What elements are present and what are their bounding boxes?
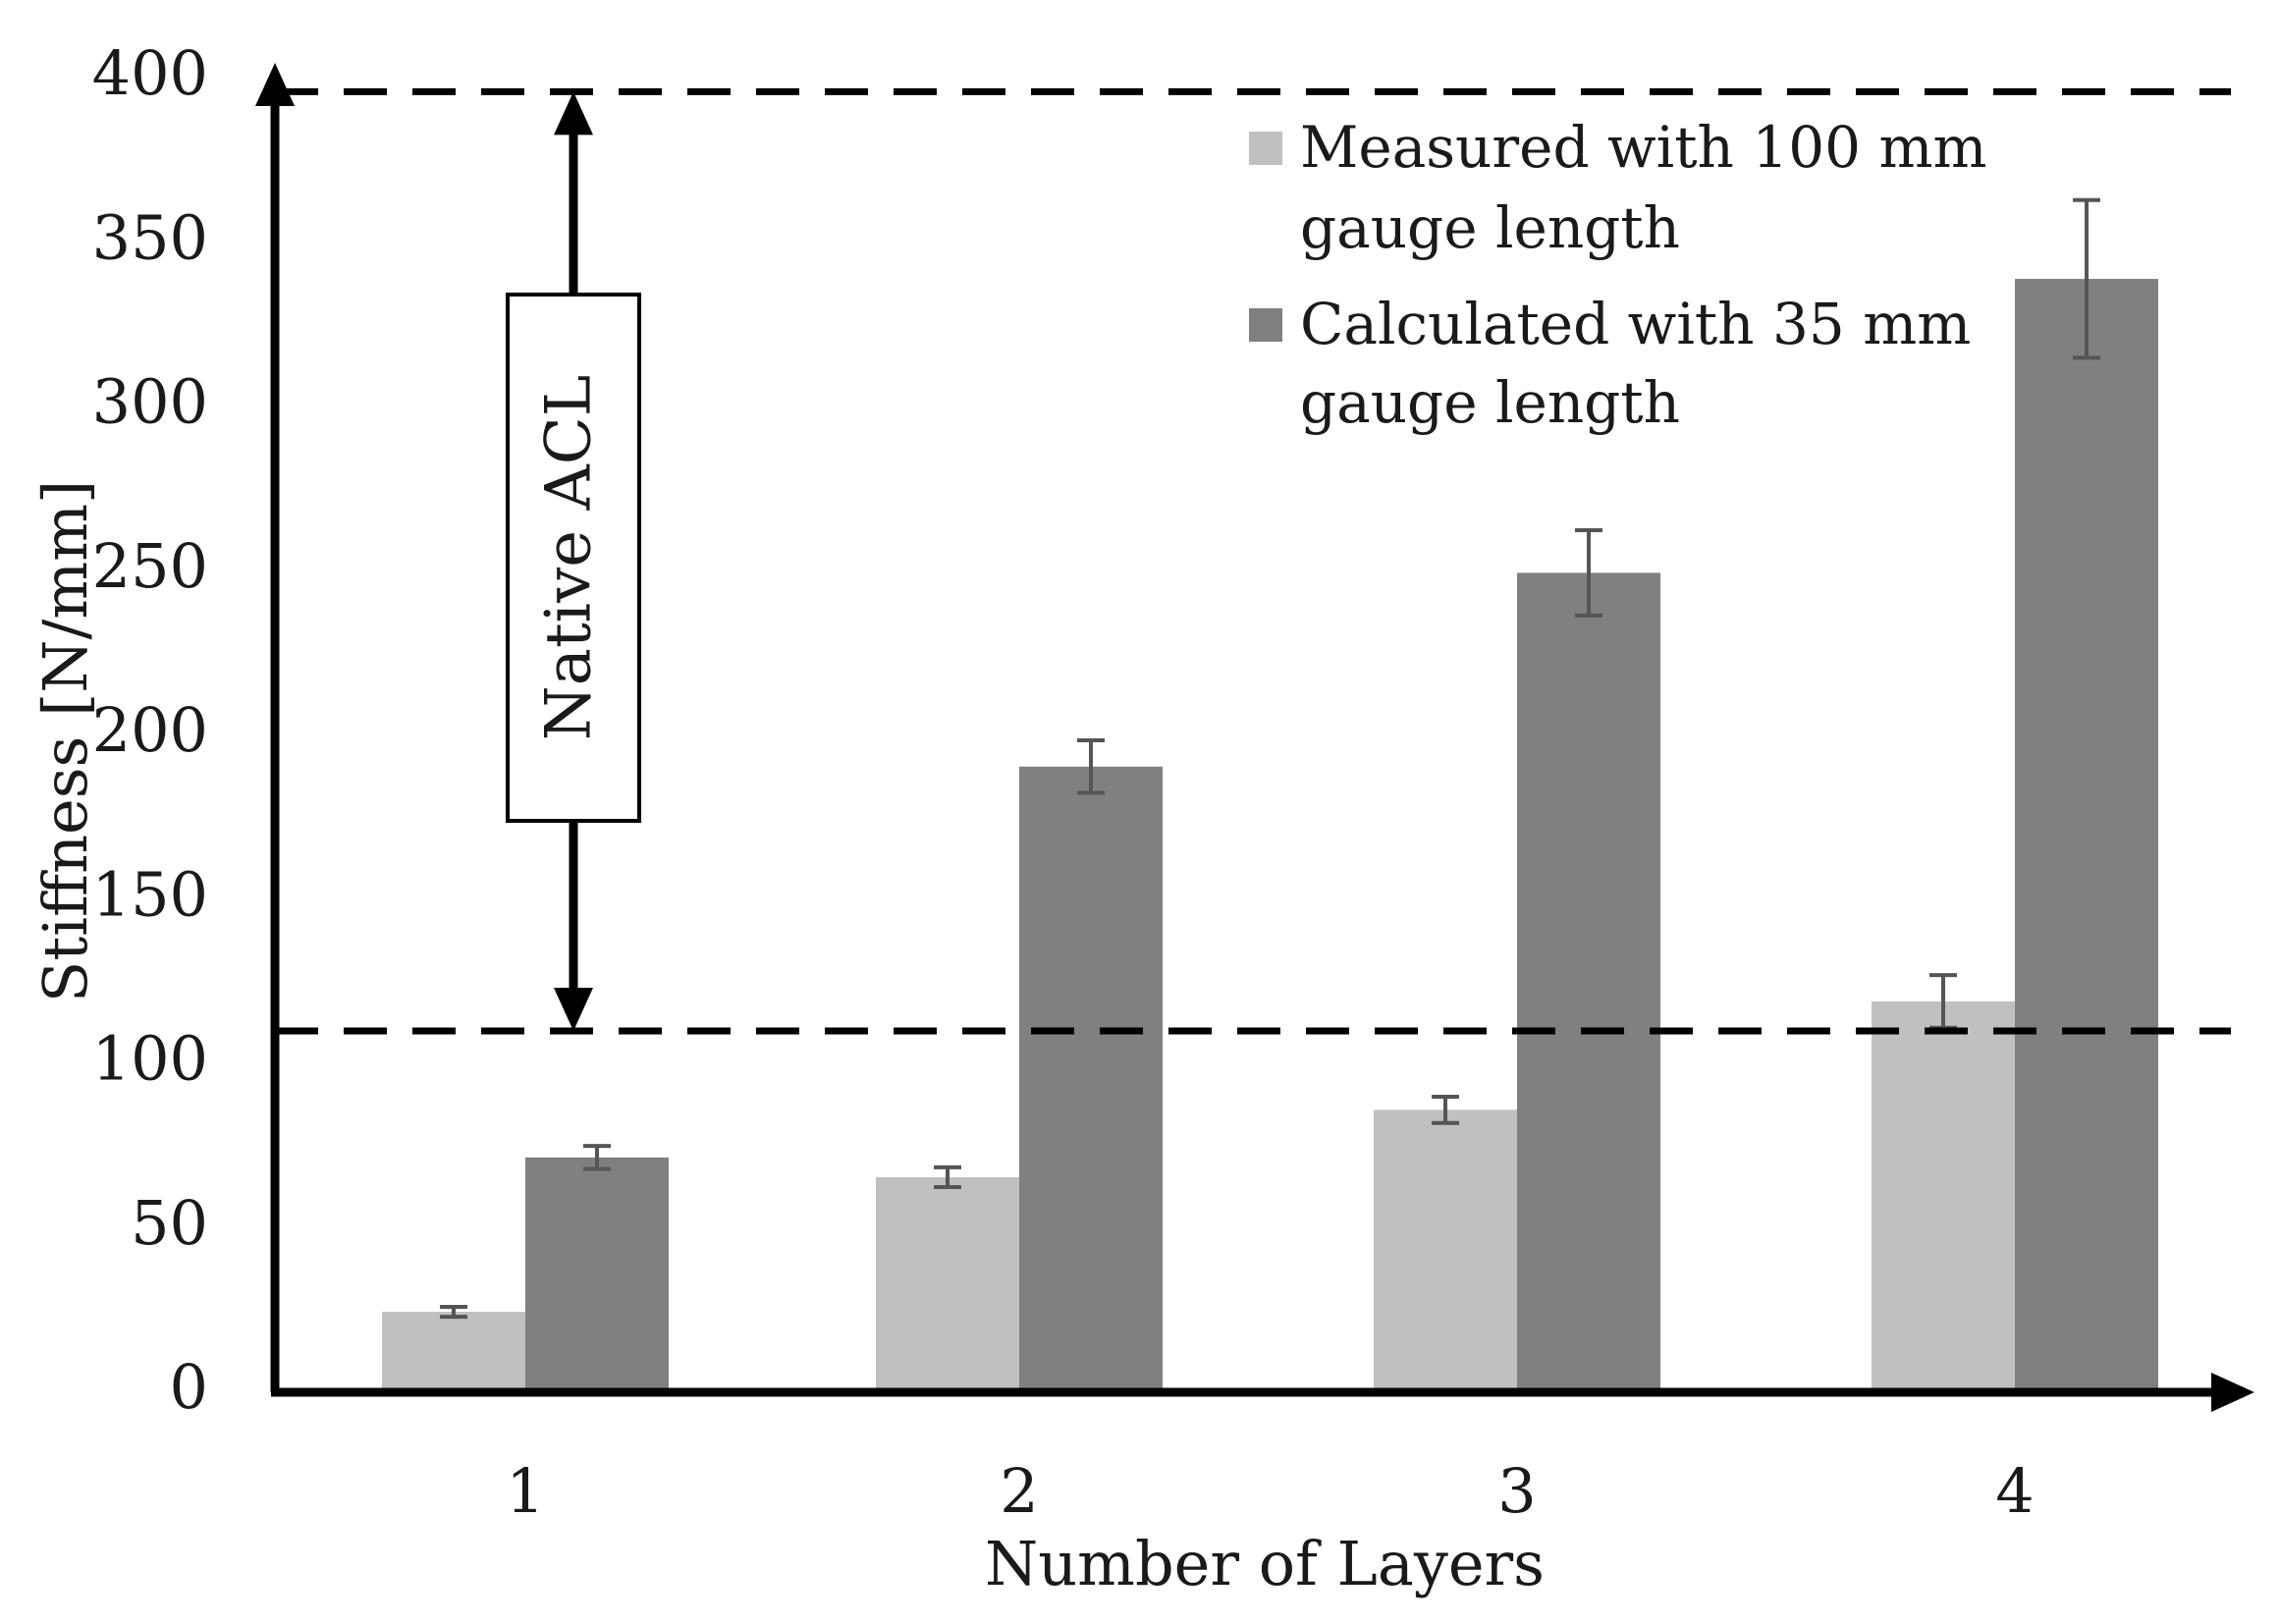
x-tick-label-2: 2 — [1000, 1455, 1038, 1527]
bar-series2-cat1 — [525, 1157, 669, 1392]
y-axis-arrowhead — [255, 63, 295, 106]
x-tick-labels: 1 2 3 4 — [506, 1455, 2034, 1527]
annotation-arrowhead-up — [554, 91, 593, 135]
y-tick-label-250: 250 — [92, 530, 208, 602]
x-tick-label-4: 4 — [1995, 1455, 2034, 1527]
bar-series1-cat2 — [876, 1176, 1019, 1392]
bar-series1-cat3 — [1374, 1110, 1517, 1392]
bar-series2-cat2 — [1019, 766, 1163, 1392]
x-axis-arrowhead — [2211, 1373, 2254, 1412]
legend-swatch-calculated — [1249, 308, 1282, 342]
annotation-box — [506, 293, 641, 823]
bar-series1-cat4 — [1872, 1001, 2015, 1392]
error-bars — [440, 197, 2100, 1320]
legend-label-calculated-line2: gauge length — [1300, 369, 1680, 436]
y-tick-label-300: 300 — [92, 366, 208, 438]
annotation-label: Native ACL — [533, 375, 606, 740]
legend-label-measured-line1: Measured with 100 mm — [1300, 114, 1986, 181]
bars — [382, 279, 2158, 1392]
y-tick-label-100: 100 — [92, 1023, 208, 1095]
y-tick-label-50: 50 — [131, 1187, 208, 1259]
legend: Measured with 100 mm gauge length Calcul… — [1249, 114, 1986, 436]
x-tick-label-3: 3 — [1497, 1455, 1536, 1527]
y-tick-labels: 0 50 100 150 200 250 300 350 400 — [92, 37, 208, 1423]
legend-label-calculated-line1: Calculated with 35 mm — [1300, 291, 1971, 357]
y-axis-title: Stiffness [N/mm] — [29, 480, 101, 1002]
bar-series2-cat4 — [2015, 279, 2158, 1392]
x-axis-title: Number of Layers — [985, 1528, 1545, 1599]
y-tick-label-200: 200 — [92, 694, 208, 766]
x-tick-label-1: 1 — [506, 1455, 544, 1527]
legend-label-measured-line2: gauge length — [1300, 194, 1680, 261]
y-tick-label-400: 400 — [92, 37, 208, 109]
y-tick-label-0: 0 — [170, 1351, 208, 1423]
reference-lines — [275, 87, 2231, 1035]
bar-series2-cat3 — [1517, 572, 1660, 1392]
native-acl-annotation: Native ACL — [506, 91, 641, 1032]
y-tick-label-350: 350 — [92, 201, 208, 273]
y-tick-label-150: 150 — [92, 858, 208, 930]
bar-series1-cat1 — [382, 1312, 525, 1392]
legend-swatch-measured — [1249, 132, 1282, 165]
annotation-arrowhead-down — [554, 988, 593, 1032]
